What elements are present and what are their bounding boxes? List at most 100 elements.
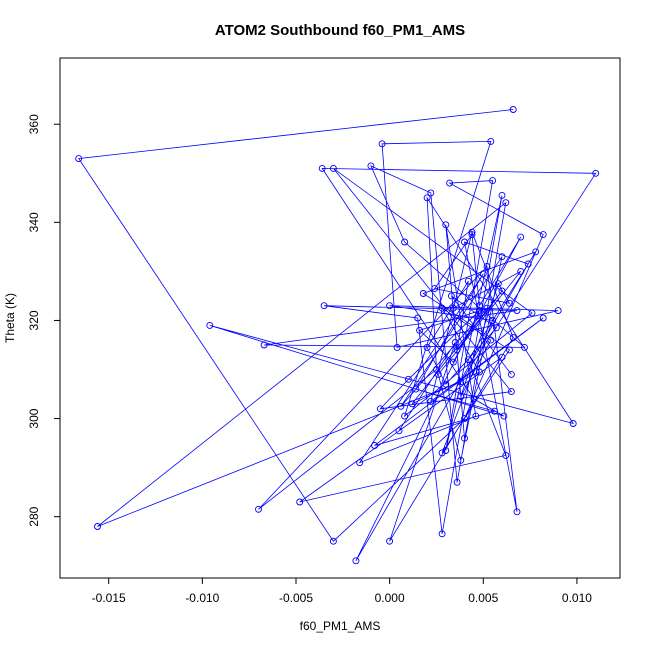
x-axis: -0.015 -0.010 -0.005 0.000 0.005 0.010 bbox=[92, 578, 592, 605]
data-point bbox=[423, 194, 431, 202]
data-point bbox=[498, 287, 506, 295]
data-point bbox=[476, 302, 483, 310]
x-tick-label: 0.005 bbox=[468, 591, 498, 605]
data-point bbox=[367, 162, 375, 170]
data-point bbox=[457, 393, 465, 400]
data-series bbox=[75, 106, 600, 565]
data-point bbox=[75, 155, 83, 163]
data-point bbox=[487, 137, 495, 145]
data-point bbox=[498, 253, 506, 261]
data-point bbox=[434, 370, 442, 378]
y-axis: 280 300 320 340 360 bbox=[27, 114, 60, 527]
data-point bbox=[453, 478, 461, 486]
x-tick-label: 0.010 bbox=[562, 591, 592, 605]
data-point bbox=[414, 314, 422, 322]
y-tick-label: 360 bbox=[27, 114, 41, 134]
data-point bbox=[438, 530, 446, 538]
data-point bbox=[507, 388, 515, 396]
data-point bbox=[404, 375, 412, 383]
data-point bbox=[449, 358, 457, 366]
data-point bbox=[397, 402, 405, 410]
data-point bbox=[468, 228, 476, 236]
data-point bbox=[521, 343, 528, 351]
data-point bbox=[427, 189, 435, 197]
data-point bbox=[255, 505, 262, 513]
data-point bbox=[457, 456, 465, 464]
data-point bbox=[412, 385, 420, 393]
data-point bbox=[569, 420, 577, 427]
data-point bbox=[507, 370, 515, 378]
data-point bbox=[498, 191, 506, 199]
data-point bbox=[356, 459, 364, 467]
data-point bbox=[442, 447, 450, 454]
data-point bbox=[438, 304, 446, 312]
data-point bbox=[386, 537, 394, 545]
data-point bbox=[464, 277, 472, 285]
chart-title: ATOM2 Southbound f60_PM1_AMS bbox=[215, 22, 465, 39]
data-point bbox=[378, 140, 386, 148]
data-point bbox=[320, 302, 328, 310]
data-point bbox=[517, 233, 525, 241]
data-point bbox=[352, 557, 360, 565]
data-point bbox=[449, 304, 457, 312]
data-point bbox=[539, 231, 547, 239]
data-point bbox=[94, 523, 101, 530]
data-point bbox=[502, 199, 510, 207]
data-point bbox=[487, 336, 495, 344]
data-point bbox=[513, 307, 521, 315]
data-point bbox=[492, 324, 500, 332]
data-point bbox=[206, 321, 214, 329]
data-point bbox=[498, 353, 506, 361]
data-point bbox=[419, 290, 427, 297]
data-point bbox=[371, 442, 379, 449]
data-point bbox=[491, 407, 498, 415]
data-point bbox=[476, 307, 483, 315]
x-tick-label: -0.010 bbox=[185, 591, 219, 605]
data-point bbox=[524, 260, 532, 268]
data-point bbox=[318, 164, 326, 172]
x-tick-label: -0.005 bbox=[279, 591, 313, 605]
data-point bbox=[528, 309, 536, 317]
data-point bbox=[502, 451, 510, 459]
data-point bbox=[431, 285, 439, 293]
data-point bbox=[438, 449, 446, 457]
y-tick-label: 280 bbox=[27, 506, 41, 526]
x-tick-label: -0.015 bbox=[92, 591, 126, 605]
data-point bbox=[506, 299, 513, 307]
data-point bbox=[393, 343, 401, 351]
data-point bbox=[442, 221, 450, 229]
data-point bbox=[329, 164, 337, 172]
data-point bbox=[329, 537, 337, 545]
data-point bbox=[506, 346, 513, 354]
data-point bbox=[483, 263, 491, 270]
data-point bbox=[532, 248, 540, 256]
data-point bbox=[260, 341, 268, 349]
data-point bbox=[401, 412, 409, 420]
plot-frame bbox=[59, 57, 621, 579]
data-point bbox=[427, 397, 435, 405]
x-tick-label: 0.000 bbox=[375, 591, 405, 605]
data-point bbox=[395, 427, 403, 435]
data-point bbox=[461, 415, 468, 423]
data-point bbox=[476, 368, 483, 376]
data-point bbox=[446, 179, 454, 187]
data-point bbox=[401, 238, 409, 246]
data-point bbox=[447, 292, 455, 300]
data-point bbox=[509, 106, 517, 113]
data-point bbox=[433, 366, 440, 373]
data-point bbox=[554, 307, 562, 315]
data-point bbox=[509, 334, 517, 342]
data-point bbox=[386, 302, 394, 310]
data-point bbox=[376, 405, 384, 413]
data-point bbox=[483, 304, 491, 312]
x-axis-label: f60_PM1_AMS bbox=[300, 619, 381, 633]
y-tick-label: 300 bbox=[27, 408, 41, 428]
data-point bbox=[472, 412, 480, 420]
data-point bbox=[592, 169, 600, 177]
data-point bbox=[461, 238, 468, 246]
data-point bbox=[489, 317, 497, 324]
data-point bbox=[468, 231, 476, 239]
y-axis-label: Theta (K) bbox=[3, 293, 17, 343]
data-point bbox=[457, 378, 465, 386]
